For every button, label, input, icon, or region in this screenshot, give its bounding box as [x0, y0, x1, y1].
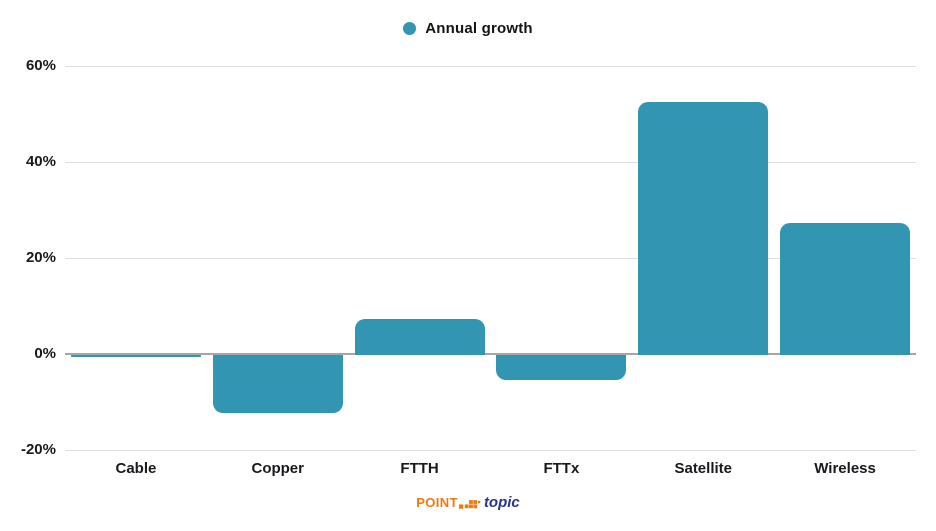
- bar-wireless[interactable]: [780, 223, 911, 355]
- legend-marker-icon: [403, 22, 417, 35]
- bar-fttx[interactable]: [496, 355, 627, 380]
- x-axis-label-copper: Copper: [251, 460, 304, 477]
- y-tick-label-0%: 0%: [34, 345, 56, 362]
- legend: Annual growth: [0, 20, 936, 37]
- bar-ftth[interactable]: [354, 319, 485, 355]
- gridline-40%: [65, 162, 916, 163]
- gridline-20%: [65, 258, 916, 259]
- brand-logo: POINT topic: [0, 495, 936, 510]
- brand-logo-dot-matrix-icon: [458, 500, 481, 509]
- legend-label: Annual growth: [425, 20, 533, 37]
- x-axis-label-satellite: Satellite: [674, 460, 732, 477]
- legend-item-annual-growth[interactable]: Annual growth: [403, 20, 533, 37]
- x-axis-label-fttx: FTTx: [543, 460, 580, 477]
- bar-cable[interactable]: [70, 355, 201, 357]
- y-tick-label-60%: 60%: [25, 57, 56, 74]
- bar-satellite[interactable]: [638, 102, 769, 355]
- y-tick-label-40%: 40%: [25, 153, 56, 170]
- x-axis-label-ftth: FTTH: [400, 460, 439, 477]
- gridline--20%: [65, 450, 916, 451]
- gridline-60%: [65, 66, 916, 67]
- brand-logo-point-text: POINT: [416, 495, 458, 510]
- zero-axis-line: [65, 353, 916, 355]
- brand-logo-topic-text: topic: [483, 494, 520, 511]
- x-axis-label-wireless: Wireless: [814, 460, 876, 477]
- y-tick-label--20%: -20%: [20, 441, 56, 458]
- bar-copper[interactable]: [212, 355, 343, 413]
- x-axis-label-cable: Cable: [115, 460, 157, 477]
- y-tick-label-20%: 20%: [25, 249, 56, 266]
